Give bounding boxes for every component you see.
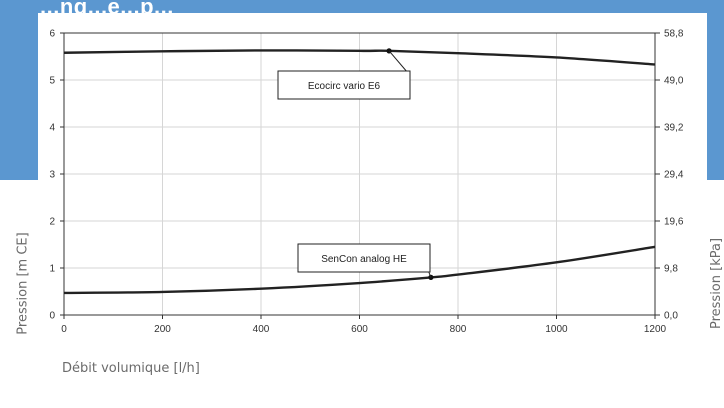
x-tick-label: 200: [154, 324, 171, 335]
x-tick-label: 0: [61, 324, 67, 335]
y-left-tick-label: 6: [49, 29, 55, 40]
y-left-tick-label: 5: [49, 76, 55, 87]
y-right-tick-label: 0,0: [664, 311, 678, 322]
x-tick-label: 1200: [644, 324, 667, 335]
y-right-tick-label: 39,2: [664, 123, 684, 134]
y-axis-left-label: Pression [m CE]: [15, 232, 31, 335]
plot-frame: [63, 32, 656, 316]
y-right-tick-label: 29,4: [664, 170, 684, 181]
callout-leader-1: [388, 50, 409, 74]
callout-box-2: [297, 243, 431, 273]
series-line-2: [63, 245, 656, 295]
x-tick-label: 400: [253, 324, 270, 335]
series-label-2: SenCon analog HE: [321, 254, 407, 265]
y-axis-right-label: Pression [kPa]: [709, 237, 724, 330]
y-left-tick-label: 2: [49, 217, 55, 228]
y-left-tick-label: 1: [49, 264, 55, 275]
series-line-1: [63, 49, 656, 66]
y-right-tick-label: 49,0: [664, 76, 684, 87]
x-tick-label: 600: [351, 324, 368, 335]
y-left-tick-label: 0: [49, 311, 55, 322]
chart-panel: 0 200 400 600 800 1000 1200 0 0,0 1 9,8 2 19,6 3 29,4 4…: [38, 13, 707, 363]
callout-box-1: [277, 70, 411, 100]
y-right-tick-label: 58,8: [664, 29, 684, 40]
y-left-tick-label: 4: [49, 123, 55, 134]
series-label-1: Ecocirc vario E6: [308, 81, 381, 92]
y-left-tick-label: 3: [49, 170, 55, 181]
x-tick-label: 800: [450, 324, 467, 335]
pump-curve-chart: 0 200 400 600 800 1000 1200 0 0,0 1 9,8 2 19,6 3 29,4 4…: [49, 29, 684, 336]
y-right-tick-label: 9,8: [664, 264, 678, 275]
x-tick-label: 1000: [545, 324, 568, 335]
y-right-tick-label: 19,6: [664, 217, 684, 228]
x-axis-label: Débit volumique [l/h]: [62, 361, 200, 376]
